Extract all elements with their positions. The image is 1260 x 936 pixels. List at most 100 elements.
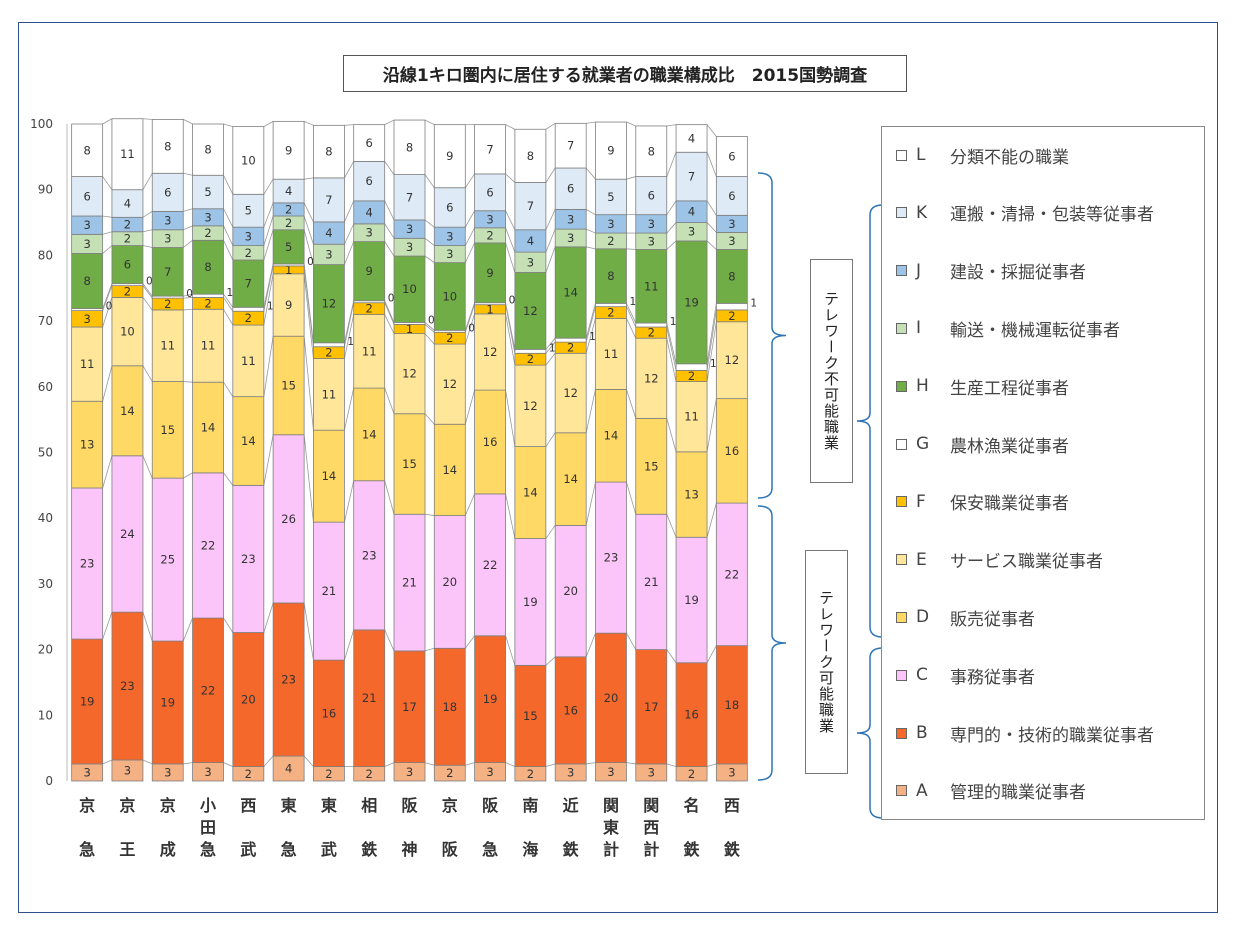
data-label-I: 3 — [325, 247, 332, 261]
bar-segment-B — [635, 649, 668, 765]
data-label-G: 1 — [710, 358, 717, 370]
series-connector — [424, 238, 435, 246]
category-label-char: 名 — [684, 796, 700, 815]
bar-segment-H — [192, 239, 224, 295]
bar-segment-G — [313, 342, 345, 348]
series-connector — [666, 124, 677, 127]
series-connector — [626, 632, 637, 650]
series-connector — [586, 246, 596, 250]
data-label-K: 7 — [527, 199, 534, 213]
series-connector — [223, 381, 234, 397]
data-label-K: 4 — [124, 196, 131, 210]
data-label-L: 8 — [648, 144, 655, 158]
legend-item-E: E サービス職業従事者 — [896, 549, 1103, 572]
series-connector — [263, 602, 274, 633]
category-label-char: 阪 — [482, 796, 499, 815]
bar-segment-B — [192, 617, 224, 764]
data-label-H: 11 — [644, 279, 659, 293]
data-label-L: 8 — [164, 139, 171, 153]
bar-segment-B — [71, 638, 104, 765]
data-label-H: 9 — [486, 266, 493, 280]
bar-segment-C — [474, 493, 506, 637]
series-connector — [102, 283, 113, 309]
data-label-C: 21 — [644, 575, 659, 589]
group-brace — [757, 505, 787, 781]
data-label-F: 2 — [607, 306, 614, 320]
bar-segment-C — [393, 513, 426, 652]
series-connector — [706, 240, 717, 250]
legend-item-H: H 生産工程従事者 — [896, 375, 1069, 399]
series-connector — [223, 762, 233, 767]
legend-code: D — [916, 607, 930, 628]
data-label-A: 4 — [285, 762, 292, 776]
data-label-A: 3 — [204, 765, 211, 779]
data-label-L: 8 — [204, 143, 211, 157]
bar-segment-L — [554, 122, 587, 169]
bar-segment-H — [393, 255, 426, 323]
legend-item-I: I 輸送・機械運転従事者 — [896, 317, 1120, 341]
data-label-K: 6 — [83, 189, 90, 203]
data-label-F: 2 — [164, 297, 171, 311]
data-label-D: 15 — [160, 423, 175, 437]
data-label-I: 3 — [164, 232, 171, 246]
bar-segment-K — [554, 167, 587, 210]
bar-segment-K — [715, 176, 748, 216]
data-label-I: 2 — [607, 234, 614, 248]
series-connector — [183, 297, 193, 299]
bar-segment-C — [353, 480, 386, 631]
series-connector — [263, 336, 274, 397]
data-label-L: 9 — [285, 143, 292, 157]
series-connector — [102, 455, 113, 489]
data-label-F: 3 — [83, 312, 90, 326]
series-connector — [585, 389, 596, 433]
data-label-B: 18 — [725, 698, 740, 712]
data-label-B: 22 — [201, 683, 216, 697]
data-label-G: 1 — [670, 316, 677, 328]
bar-segment-D — [514, 446, 547, 539]
data-label-E: 12 — [563, 386, 578, 400]
series-connector — [183, 381, 193, 383]
series-connector — [182, 617, 193, 642]
bar-segment-E — [595, 318, 627, 390]
data-label-F: 2 — [245, 311, 252, 325]
data-label-E: 11 — [684, 410, 699, 424]
data-label-H: 10 — [442, 289, 457, 303]
series-connector — [424, 322, 435, 331]
data-label-G: 0 — [509, 295, 516, 307]
bar-segment-K — [595, 178, 627, 216]
data-label-L: 7 — [486, 142, 493, 156]
bar-segment-G — [232, 306, 265, 312]
legend-label: 分類不能の職業 — [950, 147, 1069, 168]
series-connector — [505, 635, 516, 666]
data-label-L: 10 — [241, 153, 256, 167]
y-tick-label: 90 — [38, 183, 53, 197]
data-label-I: 2 — [285, 216, 292, 230]
series-connector — [263, 121, 274, 127]
series-connector — [183, 308, 193, 311]
data-label-J: 3 — [83, 218, 90, 232]
data-label-G: 0 — [307, 256, 314, 268]
series-connector — [545, 167, 556, 183]
category-label-char: 西 — [724, 796, 740, 815]
series-connector — [706, 763, 717, 767]
chart-title: 沿線1キロ圏内に居住する就業者の職業構成比 2015国勢調査 — [343, 55, 907, 92]
series-connector — [464, 227, 475, 246]
series-connector — [706, 303, 717, 364]
bar-segment-E — [514, 364, 547, 447]
data-label-F: 2 — [688, 369, 695, 383]
series-connector — [102, 118, 113, 125]
series-connector — [263, 265, 274, 312]
data-label-F: 1 — [285, 263, 292, 277]
data-label-A: 2 — [688, 767, 695, 781]
legend-code: C — [916, 665, 928, 686]
legend-swatch — [896, 322, 907, 334]
data-label-C: 22 — [483, 558, 498, 572]
series-connector — [505, 493, 516, 539]
data-label-D: 14 — [201, 421, 216, 435]
data-label-H: 5 — [285, 240, 292, 254]
bar-segment-L — [353, 124, 386, 162]
bar-segment-D — [393, 413, 426, 515]
data-label-E: 9 — [285, 298, 292, 312]
bar-segment-D — [111, 365, 144, 457]
